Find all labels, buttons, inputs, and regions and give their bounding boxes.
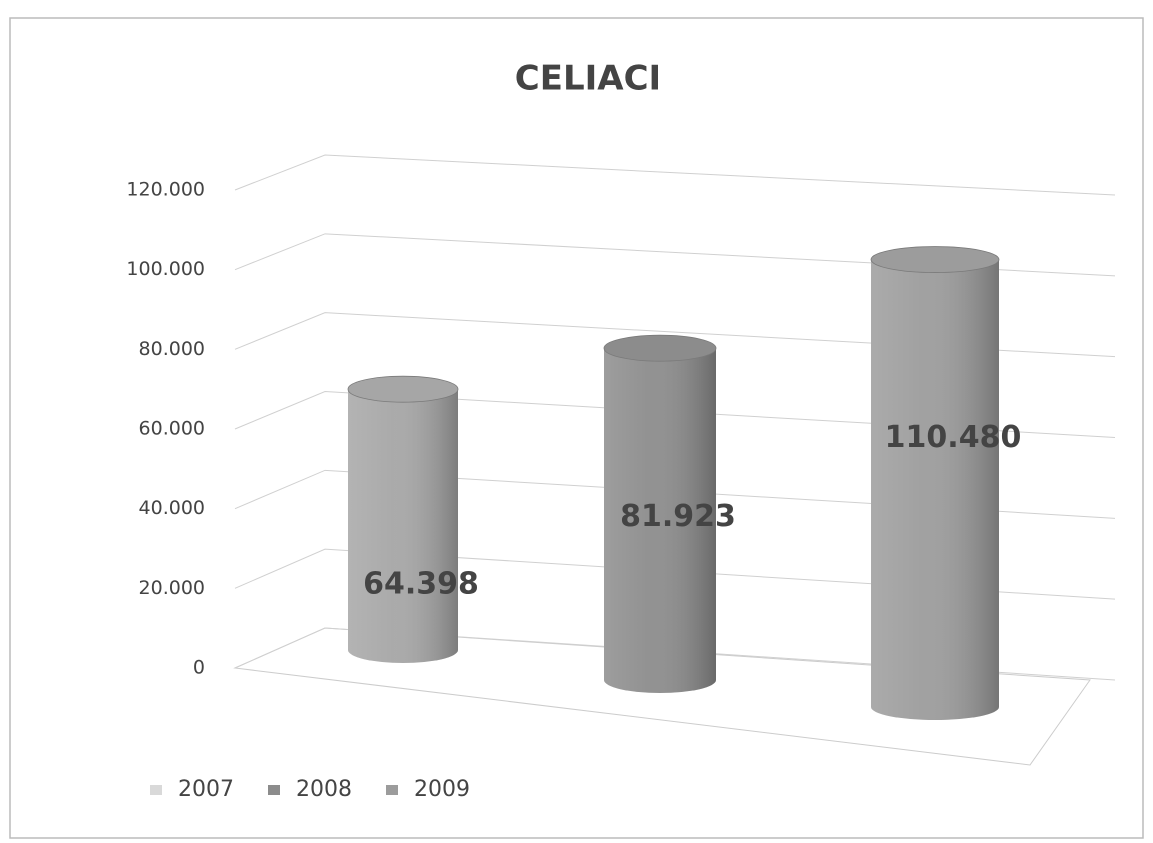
grid-line — [234, 390, 1116, 438]
y-tick-label: 40.000 — [139, 497, 205, 519]
legend-swatch — [268, 785, 280, 795]
data-label: 110.480 — [885, 420, 1022, 455]
y-tick-label: 120.000 — [126, 179, 205, 201]
y-tick-label: 0 — [193, 657, 205, 679]
y-tick-label: 80.000 — [139, 338, 205, 360]
data-label: 81.923 — [620, 499, 736, 534]
y-tick-label: 60.000 — [139, 418, 205, 440]
grid-line — [234, 627, 1116, 681]
legend-swatch — [386, 785, 398, 795]
legend-label: 2007 — [178, 777, 234, 802]
grid-line — [234, 233, 1116, 277]
cylinder-shade — [604, 348, 716, 693]
cylinder-shade — [348, 389, 458, 663]
cylinder-top — [870, 246, 1000, 273]
data-label: 64.398 — [363, 566, 479, 601]
y-tick-label: 20.000 — [139, 577, 205, 599]
chart-title: CELIACI — [515, 59, 661, 99]
cylinder-shade — [871, 259, 999, 720]
cylinder-top — [347, 375, 459, 403]
legend-label: 2008 — [296, 777, 352, 802]
legend-label: 2009 — [414, 777, 470, 802]
grid-line — [234, 154, 1116, 196]
grid-line — [234, 312, 1116, 358]
grid-line — [234, 548, 1116, 600]
cylinder-top — [603, 334, 717, 362]
grid-line — [234, 469, 1116, 519]
legend-swatch — [150, 785, 162, 795]
y-tick-label: 100.000 — [126, 258, 205, 280]
